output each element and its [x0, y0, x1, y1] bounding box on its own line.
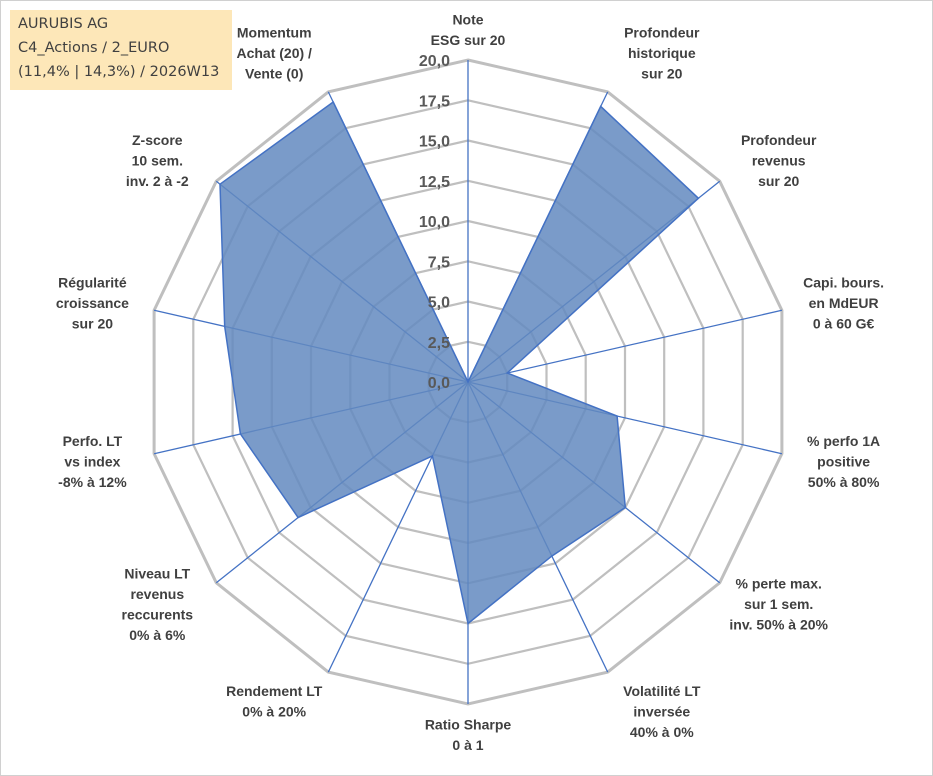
axis-label-line: 0 à 1 — [452, 737, 483, 753]
axis-label: Niveau LT revenus reccurents 0% à 6% — [122, 566, 194, 644]
axis-label-line: 40% à 0% — [630, 724, 694, 740]
axis-label: Perfo. LT vs index -8% à 12% — [58, 433, 127, 490]
axis-label-line: -8% à 12% — [58, 474, 127, 490]
axis-label-line: % perfo 1A — [807, 433, 880, 449]
axis-label-line: positive — [817, 454, 870, 470]
radar-series — [219, 100, 700, 625]
axis-label-line: 10 sem. — [132, 152, 183, 168]
series-area — [219, 100, 700, 625]
tick-label: 17,5 — [419, 93, 450, 110]
axis-label-line: revenus — [130, 586, 184, 602]
axis-label-line: Note — [452, 12, 483, 28]
axis-label: Z-score 10 sem. inv. 2 à -2 — [126, 132, 189, 189]
axis-label-line: 50% à 80% — [808, 474, 880, 490]
axis-label-line: inversée — [633, 704, 690, 720]
axis-label: Ratio Sharpe 0 à 1 — [425, 717, 512, 754]
axis-label-line: en MdEUR — [809, 295, 879, 311]
axis-label: Capi. bours. en MdEUR 0 à 60 G€ — [803, 275, 884, 332]
info-box: AURUBIS AG C4_Actions / 2_EURO (11,4% | … — [10, 10, 232, 90]
axis-label-line: historique — [628, 45, 696, 61]
axis-label-line: Achat (20) / — [236, 45, 312, 61]
axis-label-line: sur 1 sem. — [744, 596, 813, 612]
axis-label-line: % perte max. — [736, 576, 822, 592]
radar-axis-labels: Note ESG sur 20 Profondeur historique sur 20… — [56, 12, 884, 754]
axis-label: Rendement LT 0% à 20% — [226, 683, 323, 720]
axis-label-line: reccurents — [122, 607, 194, 623]
tick-label: 10,0 — [419, 214, 450, 231]
axis-label-line: Régularité — [58, 275, 127, 291]
stats-label: (11,4% | 14,3%) / 2026W13 — [18, 64, 220, 80]
radar-tick-labels: 0,0 2,5 5,0 7,5 10,0 12,5 15,0 17,5 20,0 — [419, 53, 450, 392]
tick-label: 7,5 — [428, 254, 450, 271]
axis-label-line: Momentum — [237, 24, 312, 40]
axis-label: Volatilité LT inversée 40% à 0% — [623, 683, 701, 740]
axis-label-line: sur 20 — [641, 65, 682, 81]
axis-label-line: 0% à 20% — [242, 704, 306, 720]
axis-label-line: Profondeur — [741, 132, 817, 148]
tick-label: 20,0 — [419, 53, 450, 70]
axis-label: Momentum Achat (20) / Vente (0) — [236, 24, 312, 81]
axis-label-line: revenus — [752, 152, 806, 168]
axis-label-line: Perfo. LT — [63, 433, 123, 449]
axis-label: Profondeur historique sur 20 — [624, 24, 700, 81]
axis-label-line: Capi. bours. — [803, 275, 884, 291]
axis-label-line: Vente (0) — [245, 65, 303, 81]
axis-label: Profondeur revenus sur 20 — [741, 132, 817, 189]
tick-label: 12,5 — [419, 174, 450, 191]
axis-label: % perte max. sur 1 sem. inv. 50% à 20% — [729, 576, 828, 633]
axis-label-line: Profondeur — [624, 24, 700, 40]
axis-label-line: Rendement LT — [226, 683, 323, 699]
axis-label-line: croissance — [56, 295, 129, 311]
axis-label-line: 0 à 60 G€ — [813, 316, 875, 332]
tick-label: 15,0 — [419, 134, 450, 151]
axis-label: % perfo 1A positive 50% à 80% — [807, 433, 880, 490]
tick-label: 2,5 — [428, 335, 450, 352]
category-label: C4_Actions / 2_EURO — [18, 40, 170, 56]
axis-label-line: Z-score — [132, 132, 183, 148]
axis-label-line: vs index — [64, 454, 120, 470]
tick-label: 5,0 — [428, 295, 450, 312]
axis-label-line: Niveau LT — [124, 566, 190, 582]
axis-label-line: ESG sur 20 — [431, 32, 506, 48]
axis-spoke — [467, 309, 783, 383]
axis-label-line: inv. 50% à 20% — [729, 617, 828, 633]
company-name: AURUBIS AG — [18, 16, 109, 32]
axis-label-line: 0% à 6% — [129, 627, 186, 643]
axis-label-line: Volatilité LT — [623, 683, 701, 699]
axis-label-line: Ratio Sharpe — [425, 717, 512, 733]
axis-label: Note ESG sur 20 — [431, 12, 506, 49]
axis-label: Régularité croissance sur 20 — [56, 275, 129, 332]
axis-label-line: sur 20 — [758, 173, 799, 189]
axis-label-line: inv. 2 à -2 — [126, 173, 189, 189]
axis-label-line: sur 20 — [72, 316, 113, 332]
tick-label: 0,0 — [428, 375, 450, 392]
